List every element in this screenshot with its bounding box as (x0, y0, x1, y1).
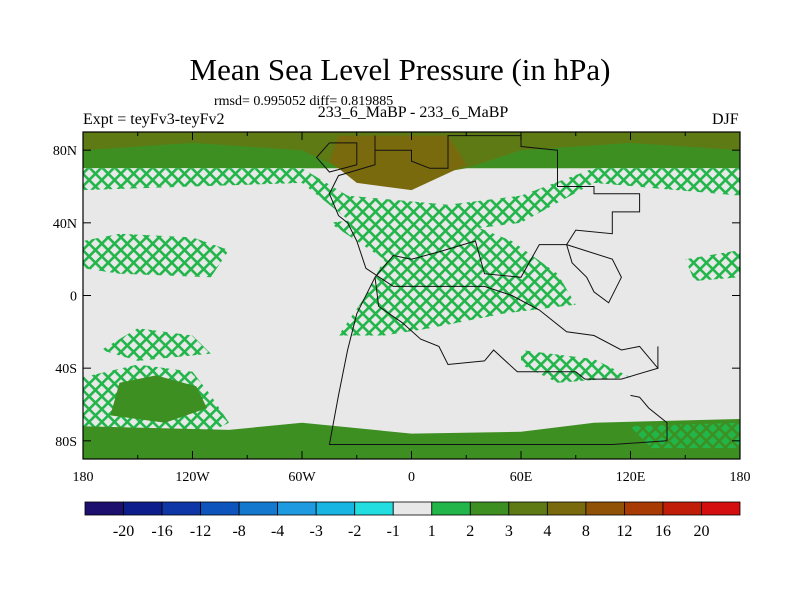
chart-title: Mean Sea Level Pressure (in hPa) (189, 52, 611, 87)
colorbar-swatch-15 (662, 501, 702, 516)
colorbar-label-5: -3 (310, 523, 323, 540)
experiment-label: Expt = teyFv3-teyFv2 (83, 111, 225, 128)
y-tick-label-0: 80N (53, 144, 77, 159)
colorbar-label-7: -1 (387, 523, 400, 540)
season-label: DJF (712, 111, 739, 128)
y-tick-label-3: 40S (55, 362, 77, 377)
x-tick-label-5: 120E (616, 470, 646, 485)
colorbar-label-13: 12 (616, 523, 632, 540)
y-axis: 80N 40N 0 40S 80S (53, 144, 740, 450)
colorbar-swatch-14 (624, 501, 664, 516)
colorbar-swatch-5 (277, 501, 317, 516)
colorbar-label-15: 20 (693, 523, 709, 540)
coastline-segment-3 (566, 244, 622, 304)
region-5 (329, 213, 576, 336)
coastline-segment-2 (328, 277, 668, 445)
colorbar-swatch-11 (508, 501, 548, 516)
colorbar-swatch-0 (84, 501, 124, 516)
region-3 (329, 135, 467, 191)
colorbar: -20 -16 -12 -8 -4 -3 -2 -1 1 2 3 4 8 12 16 20 (84, 501, 741, 540)
colorbar-label-11: 4 (543, 523, 551, 540)
colorbar-swatch-12 (546, 501, 587, 516)
colorbar-label-9: 2 (466, 523, 474, 540)
colorbar-swatch-10 (469, 501, 510, 516)
x-axis: 180 120W 60W 0 60E 120E 180 (73, 132, 751, 485)
x-tick-label-1: 120W (175, 470, 210, 485)
y-tick-label-4: 80S (55, 435, 77, 450)
colorbar-swatch-1 (123, 501, 163, 516)
colorbar-swatch-9 (431, 501, 471, 516)
x-tick-label-3: 0 (408, 470, 415, 485)
region-7 (101, 328, 211, 361)
colorbar-label-6: -2 (348, 523, 361, 540)
region-12 (630, 422, 740, 449)
colorbar-label-1: -16 (151, 523, 172, 540)
region-6 (685, 250, 740, 281)
region-11 (83, 419, 740, 459)
colorbar-swatch-2 (161, 501, 201, 516)
x-tick-label-4: 60E (510, 470, 533, 485)
colorbar-label-10: 3 (505, 523, 513, 540)
colorbar-swatch-13 (585, 501, 625, 516)
colorbar-label-12: 8 (582, 523, 590, 540)
colorbar-swatch-7 (354, 501, 394, 516)
stats-text: rmsd= 0.995052 diff= 0.819885 (214, 94, 394, 109)
x-tick-label-2: 60W (288, 470, 316, 485)
colorbar-swatch-16 (701, 501, 741, 516)
x-tick-label-0: 180 (73, 470, 94, 485)
colorbar-swatch-8 (392, 501, 433, 516)
region-9 (110, 375, 208, 423)
region-1 (83, 168, 740, 232)
colorbar-label-3: -8 (232, 523, 245, 540)
colorbar-label-0: -20 (113, 523, 134, 540)
region-4 (83, 233, 229, 278)
colorbar-label-8: 1 (428, 523, 436, 540)
y-tick-label-1: 40N (53, 217, 77, 232)
coastline-segment-1 (328, 135, 659, 380)
x-tick-label-6: 180 (730, 470, 751, 485)
coastline (315, 135, 668, 445)
coastline-segment-0 (315, 142, 358, 173)
colorbar-label-2: -12 (190, 523, 211, 540)
colorbar-swatch-3 (200, 501, 240, 516)
chart-subtitle: 233_6_MaBP - 233_6_MaBP (317, 104, 509, 121)
colorbar-label-4: -4 (271, 523, 284, 540)
y-tick-label-2: 0 (70, 290, 77, 305)
region-10 (521, 350, 631, 383)
colorbar-swatch-4 (238, 501, 279, 516)
colorbar-swatch-6 (315, 501, 356, 516)
colorbar-label-14: 16 (655, 523, 671, 540)
